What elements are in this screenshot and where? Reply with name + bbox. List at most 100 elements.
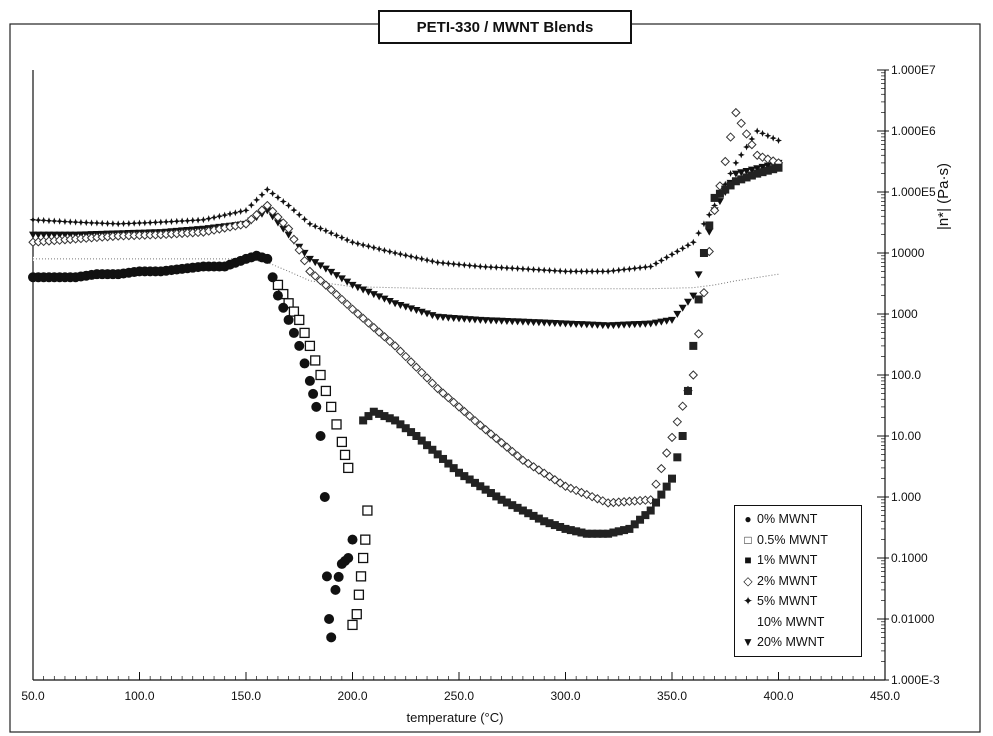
data-point — [141, 219, 149, 227]
data-point — [480, 424, 491, 435]
data-point — [678, 432, 687, 440]
data-point — [663, 253, 671, 261]
data-point — [764, 132, 772, 140]
data-point — [369, 407, 378, 416]
data-point — [205, 215, 213, 223]
x-tick-label: 250.0 — [444, 689, 474, 703]
data-point — [651, 479, 661, 489]
data-point — [709, 205, 720, 216]
data-point — [331, 419, 342, 430]
legend-label: 1% MWNT — [757, 553, 818, 568]
data-point — [465, 475, 474, 484]
data-point — [550, 319, 559, 327]
data-point — [742, 173, 751, 182]
data-point — [705, 211, 713, 219]
data-point — [39, 231, 48, 239]
data-point — [518, 506, 527, 515]
data-point — [731, 107, 741, 118]
data-point — [339, 449, 351, 461]
data-point — [258, 191, 266, 199]
data-point — [358, 313, 368, 324]
x-tick-label: 100.0 — [124, 689, 154, 703]
legend-item: ◇ 2% MWNT — [739, 571, 857, 592]
legend-label: 20% MWNT — [757, 635, 825, 650]
data-point — [88, 219, 96, 227]
filled-circle-icon: ● — [744, 512, 752, 527]
data-point — [395, 346, 406, 356]
legend-item: 10% MWNT — [739, 612, 857, 633]
data-point — [289, 234, 299, 245]
legend-item: ✦ 5% MWNT — [739, 591, 857, 612]
series-10-mwnt — [33, 256, 779, 291]
data-point — [620, 526, 629, 535]
y-tick-label: 10.00 — [891, 429, 921, 443]
data-point — [534, 319, 543, 327]
data-point — [353, 309, 363, 319]
data-point — [262, 200, 273, 211]
data-point — [470, 478, 479, 487]
data-point — [320, 385, 332, 397]
data-point — [210, 213, 218, 221]
data-point — [438, 388, 448, 398]
series-20-mwnt — [29, 159, 783, 330]
data-point — [284, 231, 293, 239]
y-tick-label: 1000 — [891, 307, 918, 321]
data-point — [699, 249, 708, 257]
data-point — [357, 552, 369, 564]
data-point — [226, 210, 234, 218]
legend-item: ■ 1% MWNT — [739, 550, 857, 571]
data-point — [705, 221, 714, 230]
data-point — [178, 217, 186, 225]
data-point — [763, 162, 772, 170]
data-point — [502, 498, 511, 507]
data-point — [294, 245, 304, 255]
data-point — [130, 219, 138, 227]
data-point — [561, 320, 570, 328]
data-point — [668, 316, 676, 324]
data-point — [725, 132, 736, 142]
data-point — [625, 321, 634, 329]
data-point — [321, 571, 332, 582]
data-point — [61, 218, 69, 226]
data-point — [262, 253, 273, 264]
data-point — [189, 216, 197, 224]
data-point — [753, 165, 762, 173]
data-point — [418, 255, 426, 263]
data-point — [449, 314, 458, 322]
data-point — [715, 189, 724, 198]
data-point — [364, 288, 373, 296]
data-point — [683, 386, 692, 395]
data-point — [434, 258, 442, 266]
y-tick-label: 0.1000 — [891, 551, 928, 565]
triangle-down-icon: ▼ — [742, 635, 754, 650]
data-point — [444, 459, 453, 468]
data-point — [667, 432, 677, 443]
data-point — [508, 318, 517, 326]
data-point — [401, 351, 411, 362]
data-point — [294, 314, 305, 326]
x-tick-label: 150.0 — [231, 689, 261, 703]
data-point — [375, 293, 384, 301]
data-point — [375, 245, 383, 253]
data-point — [763, 166, 772, 175]
data-point — [566, 320, 575, 328]
data-point — [566, 526, 575, 535]
data-point — [757, 152, 768, 162]
data-point — [422, 373, 432, 383]
data-point — [231, 209, 239, 217]
data-point — [151, 218, 159, 226]
data-point — [288, 327, 299, 338]
data-point — [593, 267, 601, 275]
data-point — [572, 320, 581, 328]
data-point — [455, 260, 463, 268]
data-point — [492, 317, 501, 325]
data-point — [333, 231, 341, 239]
data-point — [322, 227, 330, 235]
data-point — [288, 306, 300, 317]
data-point — [492, 492, 501, 501]
data-point — [652, 319, 661, 327]
data-point — [242, 206, 250, 214]
data-point — [396, 420, 405, 429]
data-point — [167, 218, 175, 226]
data-point — [720, 156, 730, 167]
